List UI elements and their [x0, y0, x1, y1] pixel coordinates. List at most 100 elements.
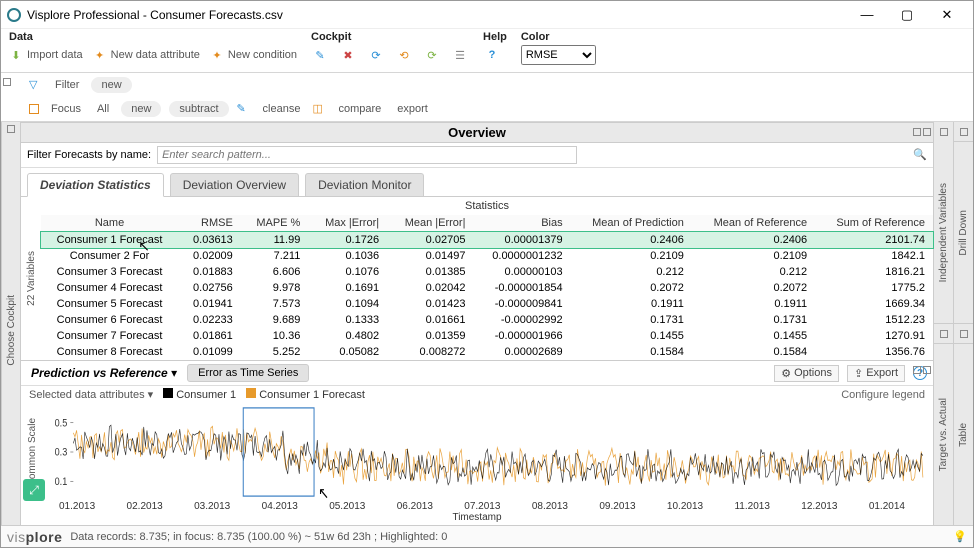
window-title: Visplore Professional - Consumer Forecas… — [27, 8, 847, 22]
filter-label: Filter — [51, 77, 83, 93]
chart-plot[interactable]: 0.50.30.1↖ — [43, 403, 933, 501]
overview-max-icon[interactable] — [923, 128, 931, 136]
focus-export[interactable]: export — [393, 101, 432, 117]
table-col-8[interactable]: Sum of Reference — [815, 215, 933, 232]
menu-header-color: Color — [521, 31, 596, 43]
tab-error-timeseries[interactable]: Error as Time Series — [187, 364, 309, 382]
rr-target-label: Target vs. Actual — [938, 398, 949, 471]
table-col-6[interactable]: Mean of Prediction — [571, 215, 692, 232]
rr2-sq2[interactable] — [960, 330, 968, 338]
table-cell: 0.4802 — [308, 328, 387, 344]
chart-min-icon[interactable] — [913, 366, 921, 374]
table-cell: 10.36 — [241, 328, 309, 344]
rr1-sq2[interactable] — [940, 330, 948, 338]
table-col-0[interactable]: Name — [41, 215, 178, 232]
menu-group-data: Data ⬇ Import data ✦ New data attribute … — [9, 31, 297, 65]
tab-deviation-monitor[interactable]: Deviation Monitor — [305, 173, 424, 196]
x-tick: 08.2013 — [532, 501, 568, 512]
hint-bulb-icon[interactable]: 💡 — [953, 530, 967, 543]
forecast-filter-input[interactable] — [157, 146, 577, 164]
table-cell: -0.000009841 — [473, 296, 570, 312]
selected-attributes-dropdown[interactable]: Selected data attributes ▾ — [29, 388, 153, 401]
color-select[interactable]: RMSE — [521, 45, 596, 65]
new-attr-label: New data attribute — [111, 49, 200, 61]
new-cond-icon: ✦ — [210, 48, 224, 62]
table-cell: 0.1584 — [692, 344, 815, 360]
app-logo-icon — [7, 8, 21, 22]
chart-tabs: Prediction vs Reference ▾ Error as Time … — [21, 361, 933, 386]
cockpit-refresh-icon[interactable]: ⟳ — [367, 46, 385, 64]
table-cell: 0.2072 — [571, 280, 692, 296]
focus-new-pill[interactable]: new — [121, 101, 161, 117]
leftrail-toggle-icon[interactable] — [7, 125, 15, 133]
tab-deviation-statistics[interactable]: Deviation Statistics — [27, 173, 164, 197]
table-row[interactable]: Consumer 1 Forecast↖0.0361311.990.17260.… — [41, 232, 933, 249]
rr1-sq1[interactable] — [940, 128, 948, 136]
table-col-4[interactable]: Mean |Error| — [387, 215, 473, 232]
filter-bar: ▽ Filter new — [21, 73, 973, 97]
close-button[interactable]: ✕ — [927, 4, 967, 26]
configure-legend-link[interactable]: Configure legend — [841, 389, 925, 401]
import-data-button[interactable]: ⬇ Import data — [9, 48, 83, 62]
chart-export-button[interactable]: ⇪Export — [847, 365, 905, 382]
table-col-2[interactable]: MAPE % — [241, 215, 309, 232]
x-tick: 05.2013 — [329, 501, 365, 512]
table-row[interactable]: Consumer 2 For0.020097.2110.10360.014970… — [41, 248, 933, 264]
cockpit-delete-icon[interactable]: ✖ — [339, 46, 357, 64]
table-row[interactable]: Consumer 4 Forecast0.027569.9780.16910.0… — [41, 280, 933, 296]
x-tick: 04.2013 — [262, 501, 298, 512]
table-cell: 1356.76 — [815, 344, 933, 360]
table-row[interactable]: Consumer 3 Forecast0.018836.6060.10760.0… — [41, 264, 933, 280]
help-icon[interactable]: ? — [483, 46, 501, 64]
chart-section: Prediction vs Reference ▾ Error as Time … — [21, 360, 933, 525]
right-rail-1[interactable]: Independent Variables Target vs. Actual — [933, 122, 953, 525]
table-col-7[interactable]: Mean of Reference — [692, 215, 815, 232]
table-cell: 11.99 — [241, 232, 309, 249]
table-col-1[interactable]: RMSE — [178, 215, 241, 232]
table-row[interactable]: Consumer 5 Forecast0.019417.5730.10940.0… — [41, 296, 933, 312]
table-cell: 0.01497 — [387, 248, 473, 264]
focus-cleanse[interactable]: cleanse — [259, 101, 305, 117]
new-condition-button[interactable]: ✦ New condition — [210, 48, 297, 62]
focus-subtract-pill[interactable]: subtract — [169, 101, 228, 117]
table-row[interactable]: Consumer 8 Forecast0.010995.2520.050820.… — [41, 344, 933, 360]
table-wrap: 22 Variables Statistics NameRMSEMAPE %Ma… — [21, 197, 933, 360]
filter-new-pill[interactable]: new — [91, 77, 131, 93]
right-rail-2[interactable]: Drill Down Table — [953, 122, 973, 525]
overview-min-icon[interactable] — [913, 128, 921, 136]
tab-deviation-overview[interactable]: Deviation Overview — [170, 173, 299, 196]
cockpit-edit-icon[interactable]: ✎ — [311, 46, 329, 64]
cockpit-undo-icon[interactable]: ⟲ — [395, 46, 413, 64]
expand-corner-button[interactable]: ⤢ — [23, 479, 45, 501]
rr2-sq1[interactable] — [960, 128, 968, 136]
import-data-label: Import data — [27, 49, 83, 61]
table-cell: 0.1731 — [571, 312, 692, 328]
table-cell: Consumer 6 Forecast — [41, 312, 178, 328]
svg-text:0.5: 0.5 — [55, 418, 68, 430]
statusbar: visplore Data records: 8.735; in focus: … — [1, 525, 973, 547]
tab-prediction-vs-reference[interactable]: Prediction vs Reference ▾ — [27, 364, 181, 382]
chart-max-icon[interactable] — [923, 366, 931, 374]
focus-compare[interactable]: compare — [334, 101, 385, 117]
search-icon[interactable]: 🔍 — [913, 148, 927, 162]
expand-icon: ⤢ — [29, 483, 39, 498]
maximize-button[interactable]: ▢ — [887, 4, 927, 26]
panel-toggle-icon[interactable] — [3, 78, 11, 86]
menu-header-help: Help — [483, 31, 507, 43]
table-row[interactable]: Consumer 7 Forecast0.0186110.360.48020.0… — [41, 328, 933, 344]
x-tick: 01.2014 — [869, 501, 905, 512]
cockpit-redo-icon[interactable]: ⟳ — [423, 46, 441, 64]
chart-options-button[interactable]: ⚙Options — [774, 365, 839, 382]
table-col-3[interactable]: Max |Error| — [308, 215, 387, 232]
table-cell: 1775.2 — [815, 280, 933, 296]
table-cell: 0.01423 — [387, 296, 473, 312]
focus-all[interactable]: All — [93, 101, 113, 117]
table-row[interactable]: Consumer 6 Forecast0.022339.6890.13330.0… — [41, 312, 933, 328]
cockpit-list-icon[interactable]: ☰ — [451, 46, 469, 64]
table-cell: 0.01359 — [387, 328, 473, 344]
minimize-button[interactable]: — — [847, 4, 887, 26]
table-cell: Consumer 1 Forecast↖ — [41, 232, 178, 249]
new-attribute-button[interactable]: ✦ New data attribute — [93, 48, 200, 62]
left-rail[interactable]: Choose Cockpit — [1, 122, 21, 525]
table-col-5[interactable]: Bias — [473, 215, 570, 232]
